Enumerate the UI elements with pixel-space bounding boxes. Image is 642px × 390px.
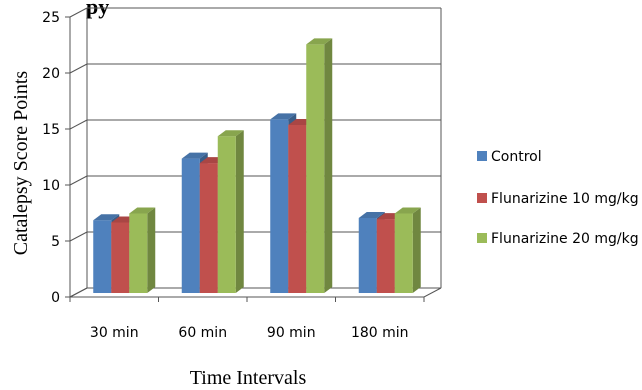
bar-side [147, 207, 155, 293]
gridline-side-5 [70, 8, 87, 17]
x-category-label: 60 min [178, 325, 227, 341]
bar-front [306, 44, 324, 293]
x-category-label: 180 min [351, 325, 409, 341]
bar-front [93, 220, 111, 293]
gridline-side-4 [70, 64, 87, 73]
bar-front [270, 119, 288, 293]
y-tick-label: 10 [42, 178, 60, 194]
y-tick-labels: 0 5 10 15 20 25 [42, 10, 60, 306]
chart-title: py [86, 0, 109, 19]
legend-item: Control [477, 149, 542, 165]
legend-item: Flunarizine 10 mg/kg [477, 191, 639, 207]
x-category-label: 30 min [90, 325, 139, 341]
bar-front [182, 159, 200, 293]
legend-swatch [477, 151, 487, 161]
bar [306, 38, 332, 293]
bar-side [324, 38, 332, 293]
bars [93, 38, 421, 293]
bar [218, 130, 244, 293]
y-tick-label: 20 [42, 66, 60, 82]
x-category-label: 90 min [267, 325, 316, 341]
bar-side [236, 130, 244, 293]
bar [129, 207, 155, 293]
legend: Control Flunarizine 10 mg/kg Flunarizine 2… [477, 149, 639, 247]
gridline-side-3 [70, 120, 87, 129]
legend-swatch [477, 233, 487, 243]
gridline-side-1 [70, 232, 87, 241]
y-tick-label: 0 [51, 290, 60, 306]
legend-item: Flunarizine 20 mg/kg [477, 231, 639, 247]
legend-swatch [477, 193, 487, 203]
bar-front [288, 125, 306, 293]
bar-front [218, 136, 236, 293]
legend-label: Control [491, 149, 542, 165]
y-tick-label: 25 [42, 10, 60, 26]
bar-front [129, 213, 147, 293]
bar-front [200, 163, 218, 293]
x-category-labels: 30 min 60 min 90 min 180 min [90, 325, 409, 341]
bar-side [413, 207, 421, 293]
bar-front [359, 218, 377, 293]
y-tick-label: 5 [51, 234, 60, 250]
bar-front [377, 219, 395, 293]
y-tick-label: 15 [42, 122, 60, 138]
bar [395, 207, 421, 293]
legend-label: Flunarizine 20 mg/kg [491, 231, 639, 247]
legend-label: Flunarizine 10 mg/kg [491, 191, 639, 207]
y-axis-title: Catalepsy Score Points [10, 71, 32, 256]
x-axis-title: Time Intervals [190, 367, 307, 389]
gridline-side-2 [70, 176, 87, 185]
bar-front [111, 222, 129, 293]
bar-front [395, 213, 413, 293]
